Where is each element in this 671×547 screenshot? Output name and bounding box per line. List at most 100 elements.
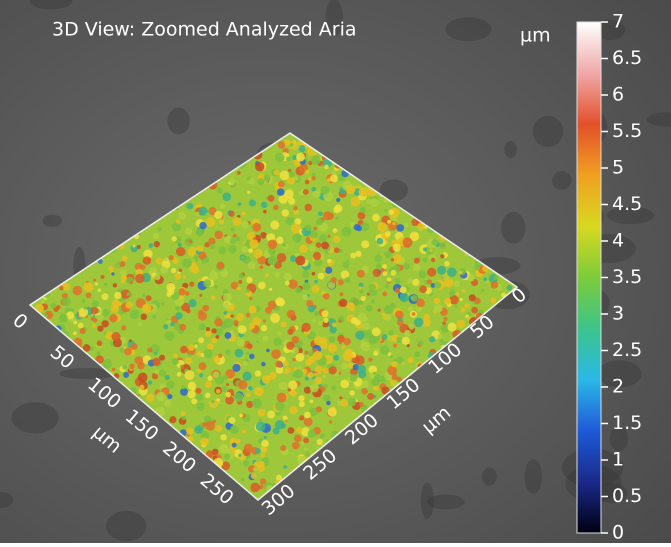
texture-dot [216,389,221,394]
texture-dot [320,433,325,438]
texture-dot [212,371,219,378]
texture-dot [323,394,330,401]
texture-dot [392,222,395,225]
texture-dot [373,269,381,277]
texture-dot [273,337,281,345]
texture-dot [286,156,291,161]
texture-dot [196,228,204,236]
texture-dot [225,349,231,355]
texture-dot [146,394,154,402]
texture-dot [287,310,296,319]
texture-dot [274,170,280,176]
texture-dot [312,173,316,177]
scene: 3D View: Zoomed Analyzed Aria µm µm µm 0… [0,0,671,543]
texture-dot [434,304,443,313]
texture-dot [409,324,415,330]
texture-dot [214,318,222,326]
texture-dot [98,288,101,291]
texture-dot [296,427,302,433]
texture-dot [434,282,441,289]
dark-spot [12,402,59,433]
texture-dot [308,305,315,312]
texture-dot [181,365,185,369]
texture-dot [232,364,240,372]
texture-dot [374,254,382,262]
texture-dot [113,283,117,287]
texture-dot [114,292,121,299]
texture-dot [156,258,163,265]
texture-dot [362,322,371,331]
texture-dot [373,351,378,356]
texture-dot [248,261,256,269]
texture-dot [440,339,444,343]
texture-dot [308,429,316,437]
texture-dot [124,348,132,356]
texture-dot [314,280,318,284]
texture-dot [242,430,246,434]
texture-dot [318,321,323,326]
texture-dot [304,417,313,426]
texture-dot [268,195,275,202]
texture-dot [164,258,167,261]
texture-dot [188,344,195,351]
texture-dot [173,353,178,358]
texture-dot [202,305,209,312]
texture-dot [380,345,390,355]
texture-dot [134,356,143,365]
texture-dot [132,244,135,247]
texture-dot [126,302,133,309]
colorbar-tick-label: 0.5 [612,485,642,507]
texture-dot [474,264,480,270]
texture-dot [220,434,226,440]
texture-dot [314,372,318,376]
texture-dot [140,265,145,270]
texture-dot [254,387,263,396]
texture-dot [60,313,66,319]
texture-dot [326,401,330,405]
texture-dot [414,318,424,328]
texture-dot [152,315,156,319]
texture-dot [97,340,103,346]
texture-dot [181,411,186,416]
texture-dot [261,447,267,453]
texture-dot [80,328,86,334]
texture-dot [401,362,405,366]
texture-dot [442,321,446,325]
texture-dot [418,227,422,231]
texture-dot [304,412,311,419]
texture-dot [92,324,96,328]
texture-dot [355,331,364,340]
texture-dot [447,267,457,277]
texture-dot [310,399,314,403]
texture-dot [224,237,229,242]
texture-dot [176,247,185,256]
colorbar-tick-label: 1.5 [612,412,642,434]
dark-spot [167,108,189,135]
texture-dot [238,280,242,284]
texture-dot [178,243,182,247]
texture-dot [127,292,131,296]
texture-dot [160,266,167,273]
texture-dot [188,354,191,357]
texture-dot [198,207,207,216]
texture-dot [111,305,119,313]
texture-dot [122,256,127,261]
texture-dot [231,228,235,232]
texture-dot [171,268,176,273]
texture-dot [323,294,326,297]
texture-dot [316,242,322,248]
texture-dot [223,293,232,302]
texture-dot [120,261,126,267]
texture-dot [295,287,302,294]
dark-spot [42,215,62,227]
texture-dot [390,303,396,309]
texture-dot [195,259,198,262]
texture-dot [359,286,362,289]
texture-dot [241,255,245,259]
texture-dot [318,211,323,216]
texture-dot [299,191,304,196]
texture-dot [230,315,233,318]
texture-dot [246,401,253,408]
texture-dot [237,286,241,290]
texture-dot [199,362,207,370]
